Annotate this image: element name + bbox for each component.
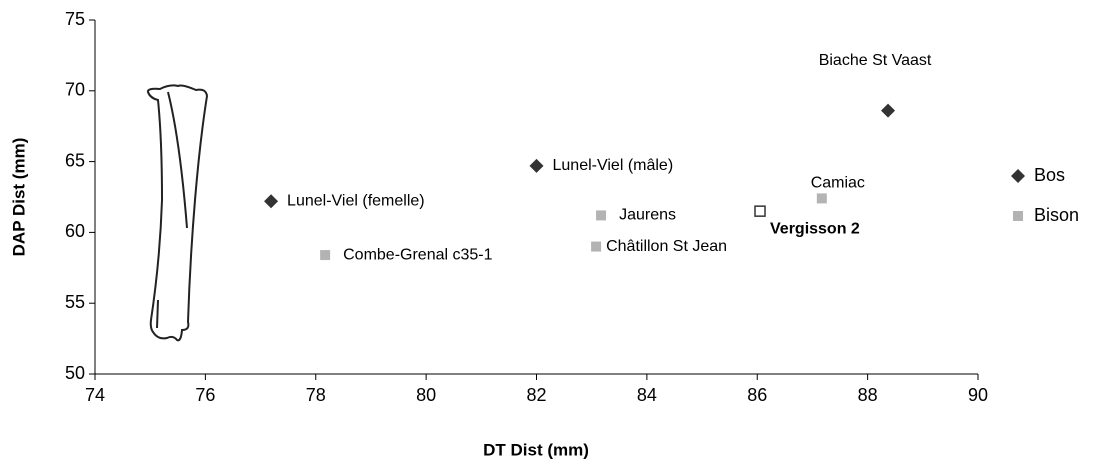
point-label: Camiac — [811, 175, 865, 192]
y-axis-title: DAP Dist (mm) — [9, 138, 28, 257]
x-tick-label: 86 — [747, 385, 767, 405]
point-label: Lunel-Viel (femelle) — [287, 192, 425, 209]
x-tick-label: 90 — [968, 385, 988, 405]
x-tick-label: 84 — [637, 385, 657, 405]
x-tick-label: 82 — [526, 385, 546, 405]
point-label: Châtillon St Jean — [606, 238, 727, 255]
data-point — [816, 193, 827, 204]
x-tick-label: 74 — [85, 385, 105, 405]
highlight-label: Vergisson 2 — [770, 220, 860, 237]
legend-marker — [1011, 169, 1025, 183]
y-tick-label: 60 — [65, 221, 85, 241]
x-tick-label: 88 — [858, 385, 878, 405]
data-point — [320, 250, 331, 261]
y-tick-label: 65 — [65, 150, 85, 170]
legend-marker — [1013, 211, 1023, 221]
legend-label: Bos — [1034, 165, 1065, 185]
data-point — [596, 210, 607, 221]
data-point — [881, 103, 896, 118]
y-tick-label: 70 — [65, 80, 85, 100]
y-tick-label: 75 — [65, 9, 85, 29]
bone-illustration — [146, 84, 209, 342]
data-point — [264, 194, 279, 209]
y-tick-label: 50 — [65, 363, 85, 383]
point-label: Biache St Vaast — [819, 52, 932, 69]
x-tick-label: 80 — [416, 385, 436, 405]
data-point — [591, 241, 602, 252]
y-tick-label: 55 — [65, 292, 85, 312]
point-label: Combe-Grenal c35-1 — [343, 246, 493, 263]
point-label: Lunel-Viel (mâle) — [553, 157, 674, 174]
legend-label: Bison — [1034, 205, 1079, 225]
x-axis-title: DT Dist (mm) — [483, 440, 589, 459]
x-tick-label: 76 — [195, 385, 215, 405]
point-label: Jaurens — [619, 207, 676, 224]
highlight-point — [754, 205, 766, 217]
data-point — [529, 158, 544, 173]
x-tick-label: 78 — [306, 385, 326, 405]
